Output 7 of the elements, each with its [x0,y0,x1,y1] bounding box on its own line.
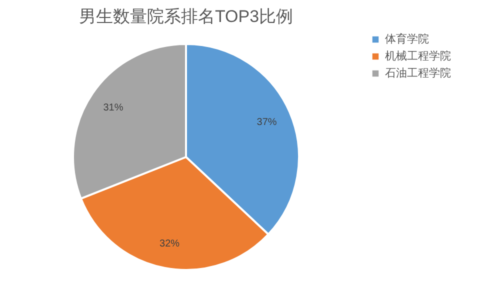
legend-label: 石油工程学院 [385,66,451,80]
legend-label: 体育学院 [385,32,429,46]
legend-label: 机械工程学院 [385,50,451,62]
chart-title: 男生数量院系排名TOP3比例 [78,7,294,26]
data-label: 32% [160,238,180,250]
data-label: 31% [103,102,124,114]
data-label: 37% [256,117,277,128]
